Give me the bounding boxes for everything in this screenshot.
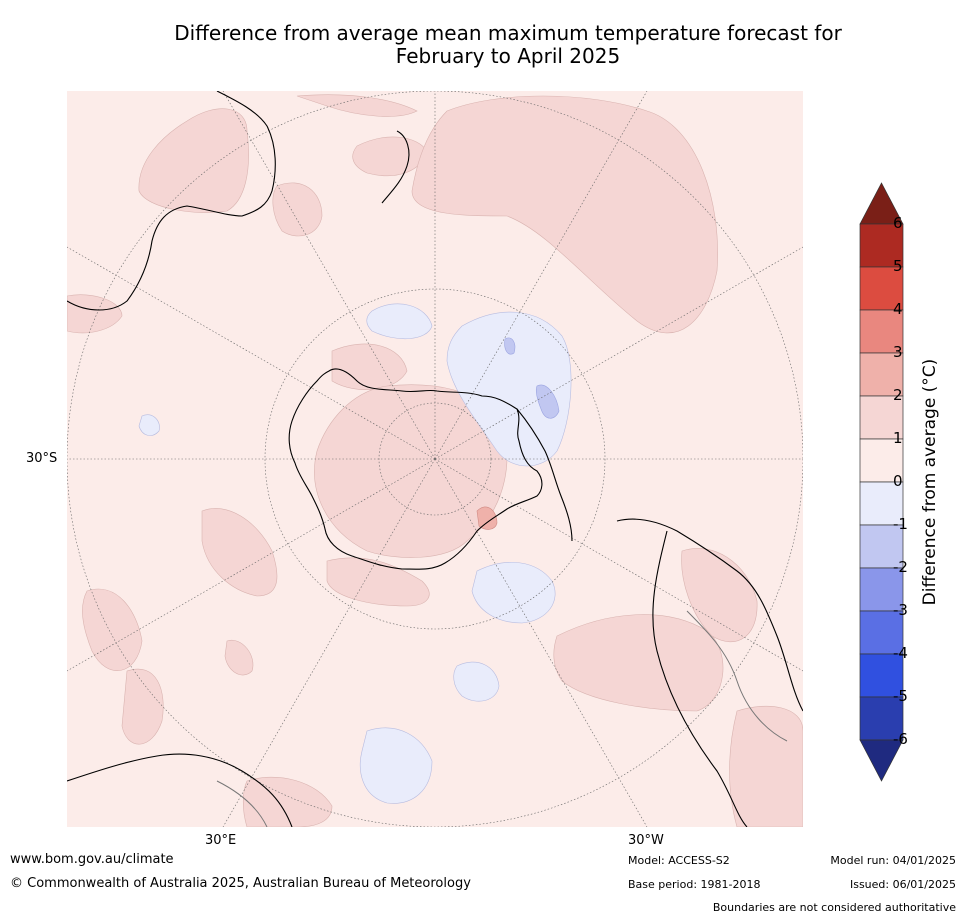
warm-region-ross-sea	[331, 343, 408, 391]
meridian-nne	[434, 91, 648, 460]
colorbar-level	[859, 395, 904, 440]
meridian-wnw	[67, 246, 436, 460]
title-line-1: Difference from average mean maximum tem…	[174, 21, 842, 45]
warm-region-south-america-offshore	[553, 614, 724, 712]
boundaries-disclaimer: Boundaries are not considered authoritat…	[712, 901, 956, 914]
colorbar-tick-label: -3	[893, 601, 908, 619]
antarctica-coastline	[288, 368, 543, 570]
country-boundaries	[216, 610, 788, 827]
colorbar-tick-label: -6	[893, 730, 908, 748]
issued-date: Issued: 06/01/2025	[849, 878, 956, 891]
south-america-coastline	[616, 518, 803, 827]
cool-region-drake	[471, 561, 556, 624]
warm-region-south-atlantic-west	[201, 508, 278, 597]
colorbar-tick-label: 1	[893, 429, 903, 447]
colorbar-tick-label: -2	[893, 558, 908, 576]
latitude-circle-middle	[264, 288, 606, 630]
cool-region-west-dot	[138, 414, 160, 436]
longitude-label-30w: 30°W	[628, 833, 664, 848]
cool-region-atlantic	[359, 727, 433, 804]
colorbar-tick-label: 3	[893, 343, 903, 361]
colorbar-tick-label: 5	[893, 257, 903, 275]
warm-region-south-pacific	[411, 95, 718, 334]
temperature-anomaly-map	[67, 91, 803, 827]
moderate-cool-patch-1	[504, 337, 516, 355]
meridian-ese	[434, 458, 803, 672]
meridians	[67, 91, 803, 827]
new-zealand-coastline	[381, 130, 410, 204]
moderate-cool-regions	[504, 337, 560, 419]
warm-region-indian-ocean-north	[138, 108, 249, 213]
africa-boundary	[216, 780, 268, 827]
meridian-wsw	[67, 458, 436, 672]
colorbar-level	[859, 481, 904, 526]
colorbar-extension-min	[859, 739, 904, 782]
colorbar-tick-label: -1	[893, 515, 908, 533]
warm-region-southern-africa	[242, 776, 333, 827]
warm-region-tasman	[272, 182, 323, 237]
cool-region-ross	[366, 303, 433, 340]
colorbar-level	[859, 610, 904, 655]
colorbar-level	[859, 696, 904, 741]
coastlines	[67, 91, 803, 827]
meridian-nnw	[222, 91, 436, 460]
website-url[interactable]: www.bom.gov.au/climate	[10, 852, 174, 867]
colorbar-tick-label: 6	[893, 214, 903, 232]
base-period: Base period: 1981-2018	[628, 878, 761, 891]
colorbar-tick-label: 0	[893, 472, 903, 490]
map-title: Difference from average mean maximum tem…	[68, 22, 948, 68]
cool-anomaly-regions	[138, 303, 572, 804]
colorbar-tick-label: -5	[893, 687, 908, 705]
colorbar-level	[859, 567, 904, 612]
colorbar-level	[859, 438, 904, 483]
warm-region-southwest	[82, 588, 143, 671]
model-run-date: Model run: 04/01/2025	[830, 854, 956, 867]
colorbar-graphic	[859, 182, 904, 782]
warm-region-north-strip	[296, 94, 418, 117]
south-america-boundary	[686, 610, 788, 742]
meridian-ene	[434, 246, 803, 460]
warm-region-weddell	[326, 557, 430, 607]
colorbar-label: Difference from average (°C)	[920, 358, 940, 606]
colorbar-level	[859, 352, 904, 397]
warm-region-africa-offshore	[121, 668, 164, 745]
copyright-text: © Commonwealth of Australia 2025, Austra…	[10, 876, 471, 891]
colorbar-level	[859, 524, 904, 569]
warm-region-small-patch	[224, 639, 254, 676]
colorbar-tick-label: 2	[893, 386, 903, 404]
warm-anomaly-regions	[67, 94, 803, 827]
warm-region-brazil	[729, 705, 803, 827]
colorbar-tick-label: -4	[893, 644, 908, 662]
australia-coastline	[67, 91, 276, 311]
africa-coastline	[67, 753, 293, 827]
latitude-label-30s: 30°S	[26, 451, 58, 466]
meridian-ssw	[222, 458, 436, 827]
model-name: Model: ACCESS-S2	[628, 854, 730, 867]
cool-region-small-south	[453, 661, 500, 702]
cool-region-amundsen	[446, 311, 572, 467]
colorbar-level	[859, 653, 904, 698]
colorbar	[855, 180, 965, 785]
meridian-sse	[434, 458, 648, 827]
title-line-2: February to April 2025	[395, 44, 621, 68]
map-canvas	[67, 91, 803, 827]
antarctic-peninsula-coastline	[516, 408, 573, 542]
strong-warm-region	[476, 506, 498, 530]
colorbar-level	[859, 266, 904, 311]
longitude-label-30e: 30°E	[205, 833, 237, 848]
warm-region-west-edge	[67, 294, 123, 334]
moderate-cool-patch-2	[535, 384, 560, 419]
colorbar-tick-label: 4	[893, 300, 903, 318]
